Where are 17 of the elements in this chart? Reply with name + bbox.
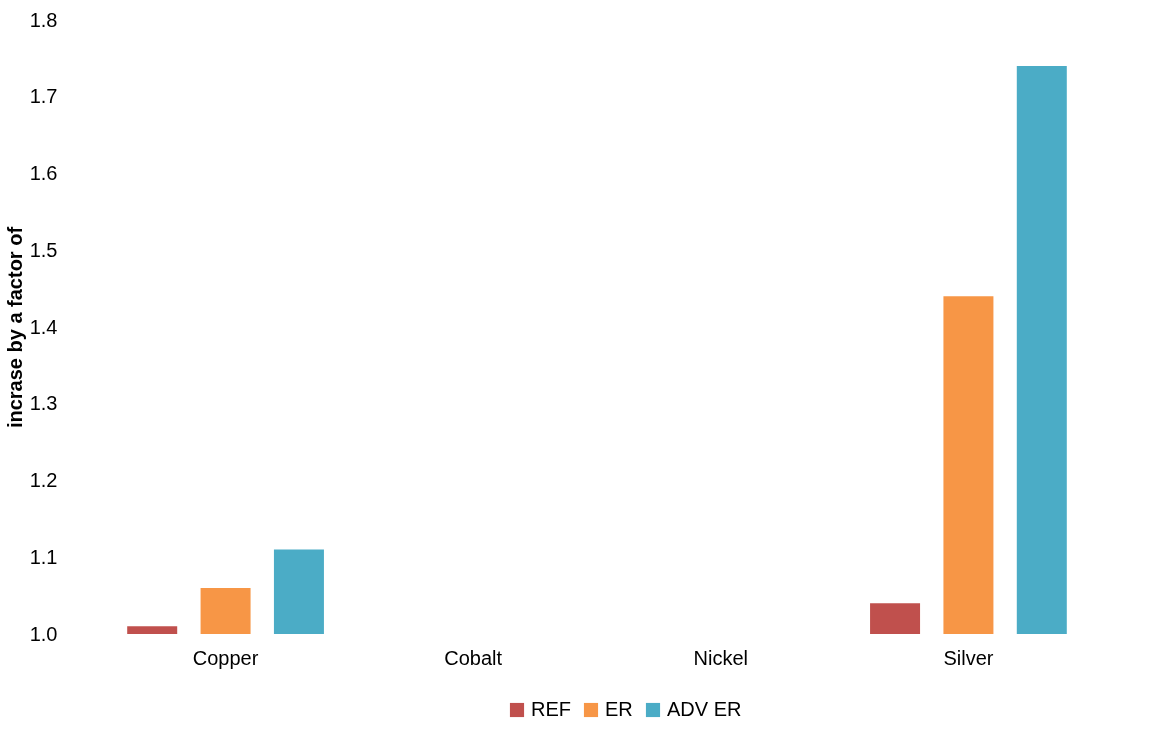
y-tick-label: 1.0 [29,622,58,645]
y-tick-label: 1.3 [29,392,58,415]
x-tick-label: Silver [943,646,994,669]
y-tick-label: 1.2 [29,469,58,491]
y-tick-label: 1.1 [29,545,58,568]
y-tick-label: 1.6 [29,162,58,184]
y-tick-label: 1.4 [29,315,58,338]
y-tick-label: 1.7 [29,85,58,108]
y-tick-label: 1.8 [29,8,58,31]
x-tick-label: Nickel [693,646,749,669]
x-tick-label: Cobalt [444,646,503,669]
legend-label: REF [531,698,571,720]
legend-label: ER [605,698,633,720]
y-axis-title: incrase by a factor of [3,226,26,429]
x-tick-label: Copper [192,646,259,669]
y-tick-label: 1.5 [29,238,58,261]
legend-label: ADV ER [667,698,742,720]
